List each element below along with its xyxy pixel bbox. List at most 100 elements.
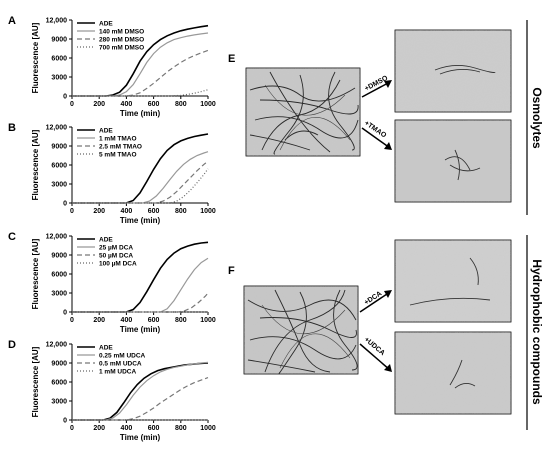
y-tick-label: 0: [63, 310, 67, 317]
legend-entry: 280 mM DMSO: [99, 37, 144, 44]
legend-entry: 5 mM TMAO: [99, 152, 137, 159]
x-axis-label-a: Time (min): [120, 109, 161, 118]
x-tick-label: 0: [70, 208, 74, 215]
arrow-dmso: +DMSO: [361, 75, 392, 98]
legend-entry: 2.5 mM TMAO: [99, 144, 142, 151]
legend-entry: 1 mM UDCA: [99, 369, 137, 376]
x-tick-label: 600: [148, 208, 160, 215]
x-tick-label: 400: [121, 208, 133, 215]
x-tick-label: 200: [93, 208, 105, 215]
y-tick-label: 3000: [51, 399, 67, 406]
chart-d: D 0 3000 6000 9000 12,000 0 200 400 600 800 1000 Tim…: [8, 339, 216, 442]
y-tick-label: 0: [63, 201, 67, 208]
tem-image-f-main: [243, 285, 359, 375]
x-tick-label: 800: [175, 101, 187, 108]
series-line-d-1: [72, 361, 209, 421]
y-tick-label: 6000: [51, 163, 67, 170]
chart-c: C 0 3000 6000 9000 12,000 0 200 400 600 800 1000 Tim…: [8, 231, 216, 334]
series-line-a-1: [72, 32, 209, 97]
panel-label-d: D: [8, 339, 16, 351]
x-tick-label: 0: [70, 101, 74, 108]
x-tick-label: 200: [93, 317, 105, 324]
panel-e: E +DMSO +TMAO Osmolytes: [228, 20, 544, 215]
x-tick-label: 800: [175, 208, 187, 215]
y-tick-label: 3000: [51, 75, 67, 82]
legend-entry: 50 µM DCA: [99, 253, 133, 260]
chart-b: B 0 3000 6000 9000 12,000 0 200 400 600 800 1000 Tim…: [8, 122, 216, 225]
legend-entry: ADE: [99, 128, 113, 135]
tem-image-udca: [394, 331, 512, 415]
arrow-label-udca: +UDCA: [363, 336, 386, 357]
panel-label-c: C: [8, 231, 16, 243]
y-tick-label: 12,000: [46, 234, 68, 241]
chart-a: A 0 3000 6000 9000 12,000 0 200 400 600 800 1000 Tim…: [8, 15, 216, 118]
x-tick-label: 1000: [200, 208, 216, 215]
x-tick-label: 400: [121, 317, 133, 324]
arrow-udca: +UDCA: [359, 336, 392, 372]
series-line-d-2: [72, 377, 209, 421]
panel-label-f: F: [228, 265, 235, 277]
x-tick-label: 200: [93, 101, 105, 108]
y-tick-label: 12,000: [46, 342, 68, 349]
arrow-tmao: +TMAO: [361, 120, 392, 150]
x-tick-label: 600: [148, 425, 160, 432]
x-tick-label: 800: [175, 317, 187, 324]
x-tick-label: 800: [175, 425, 187, 432]
y-tick-label: 9000: [51, 361, 67, 368]
legend-entry: 0.5 mM UDCA: [99, 361, 142, 368]
tem-image-dmso: [394, 29, 512, 113]
legend-entry: ADE: [99, 21, 113, 28]
y-tick-label: 0: [63, 94, 67, 101]
category-label-hydrophobic: Hydrophobic compounds: [530, 259, 544, 405]
series-line-c-0: [72, 241, 209, 313]
y-tick-label: 6000: [51, 56, 67, 63]
y-tick-label: 12,000: [46, 125, 68, 132]
legend-entry: ADE: [99, 345, 113, 352]
panel-label-b: B: [8, 122, 16, 134]
x-tick-label: 0: [70, 425, 74, 432]
legend-entry: 25 µM DCA: [99, 245, 133, 252]
legend-entry: 1 mM TMAO: [99, 136, 137, 143]
y-tick-label: 6000: [51, 380, 67, 387]
x-axis-label-c: Time (min): [120, 325, 161, 334]
y-tick-label: 3000: [51, 291, 67, 298]
arrow-dca: +DCA: [359, 290, 392, 313]
y-tick-label: 9000: [51, 253, 67, 260]
x-tick-label: 1000: [200, 101, 216, 108]
legend-entry: 140 mM DMSO: [99, 29, 144, 36]
tem-image-tmao: [394, 119, 512, 203]
series-line-a-2: [72, 49, 209, 97]
legend-entry: ADE: [99, 237, 113, 244]
x-tick-label: 600: [148, 317, 160, 324]
x-tick-label: 200: [93, 425, 105, 432]
y-axis-label-d: Fluorescence [AU]: [31, 346, 40, 417]
series-line-c-2: [72, 292, 209, 313]
x-tick-label: 400: [121, 425, 133, 432]
y-axis-label-b: Fluorescence [AU]: [31, 129, 40, 200]
x-tick-label: 1000: [200, 317, 216, 324]
panel-f: F +DCA +UDCA Hydrophobic compou: [228, 235, 544, 430]
x-axis-label-b: Time (min): [120, 216, 161, 225]
panel-label-a: A: [8, 15, 16, 27]
legend-entry: 100 µM DCA: [99, 261, 137, 268]
x-tick-label: 400: [121, 101, 133, 108]
y-tick-label: 9000: [51, 37, 67, 44]
x-axis-label-d: Time (min): [120, 433, 161, 442]
legend-entry: 700 mM DMSO: [99, 45, 144, 52]
series-line-b-0: [72, 133, 209, 204]
tem-image-dca: [394, 239, 512, 323]
tem-image-e-main: [245, 67, 361, 157]
y-tick-label: 12,000: [46, 18, 68, 25]
series-line-c-1: [72, 257, 209, 313]
y-axis-label-c: Fluorescence [AU]: [31, 238, 40, 309]
legend-entry: 0.25 mM UDCA: [99, 353, 146, 360]
x-tick-label: 0: [70, 317, 74, 324]
series-line-a-3: [72, 89, 209, 97]
y-axis-label-a: Fluorescence [AU]: [31, 22, 40, 93]
series-line-b-3: [72, 168, 209, 204]
x-tick-label: 600: [148, 101, 160, 108]
series-line-b-2: [72, 160, 209, 204]
y-tick-label: 9000: [51, 144, 67, 151]
